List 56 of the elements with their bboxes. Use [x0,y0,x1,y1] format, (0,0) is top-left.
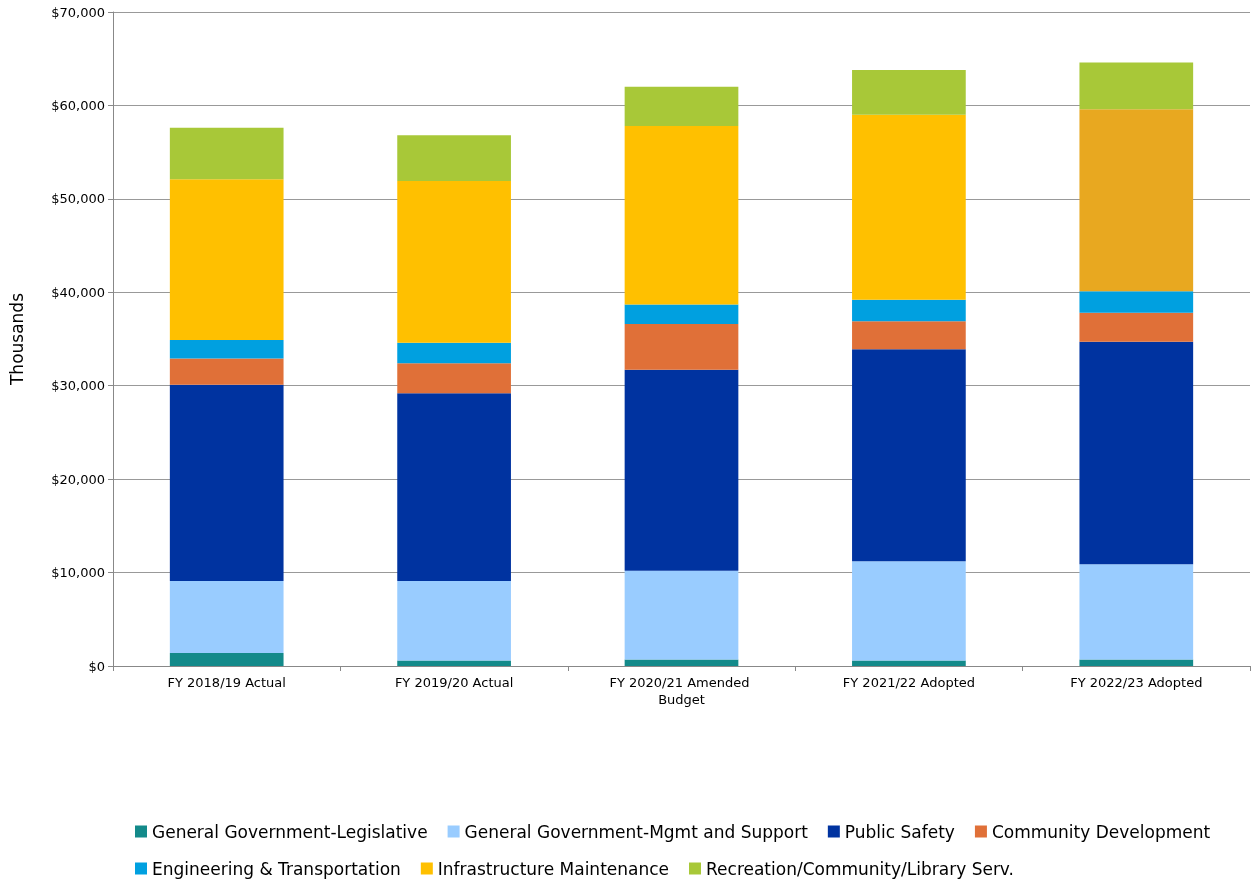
x-tick-label: FY 2020/21 Amended Budget [609,675,754,707]
bar [1079,312,1194,342]
legend-label: Recreation/Community/Library Serv. [706,858,1015,879]
bar [624,659,739,666]
y-tick-label: $30,000 [51,378,105,394]
bar [624,86,739,126]
legend-label: Infrastructure Maintenance [437,858,670,879]
legend-label: Public Safety [844,821,955,842]
bar [1079,564,1194,660]
bar [624,304,739,325]
bar [624,324,739,370]
bar [852,321,966,350]
y-axis-title: Thousands [6,292,27,387]
bar [397,660,511,666]
y-tick-label: $20,000 [51,471,105,487]
bar [1079,109,1194,292]
bar [397,363,511,394]
bar [624,125,739,305]
bar [1079,291,1194,313]
legend-label: General Government-Mgmt and Support [464,821,809,842]
bar [852,69,966,115]
bar [169,179,284,340]
bar [397,135,511,182]
y-tick-label: $40,000 [51,284,105,300]
bar [852,114,966,300]
bar [397,342,511,364]
bar [397,181,511,343]
bar [397,393,511,581]
x-tick-label: FY 2022/23 Adopted [1070,675,1203,690]
bar [169,384,284,581]
bar [852,561,966,661]
bar [852,660,966,666]
bar [852,349,966,562]
legend-label: General Government-Legislative [152,821,428,842]
bar [169,127,284,180]
bar [169,339,284,359]
legend-label: Community Development [991,821,1211,842]
x-tick-label: FY 2021/22 Adopted [842,675,975,690]
bar [397,580,511,661]
bar [169,358,284,385]
y-tick-label: $70,000 [51,4,105,20]
bar [852,299,966,322]
bar [169,580,284,653]
bar [1079,62,1194,110]
bar [169,652,284,666]
x-tick-label: FY 2019/20 Actual [394,675,514,690]
y-tick-label: $10,000 [51,565,105,581]
y-tick-label: $0 [88,658,105,674]
bar [1079,341,1194,565]
legend-label: Engineering & Transportation [152,858,401,879]
bar [624,570,739,660]
bar [1079,659,1194,666]
y-tick-label: $50,000 [51,191,105,207]
y-tick-label: $60,000 [51,97,105,113]
bar [624,369,739,571]
x-tick-label: FY 2018/19 Actual [167,675,286,690]
